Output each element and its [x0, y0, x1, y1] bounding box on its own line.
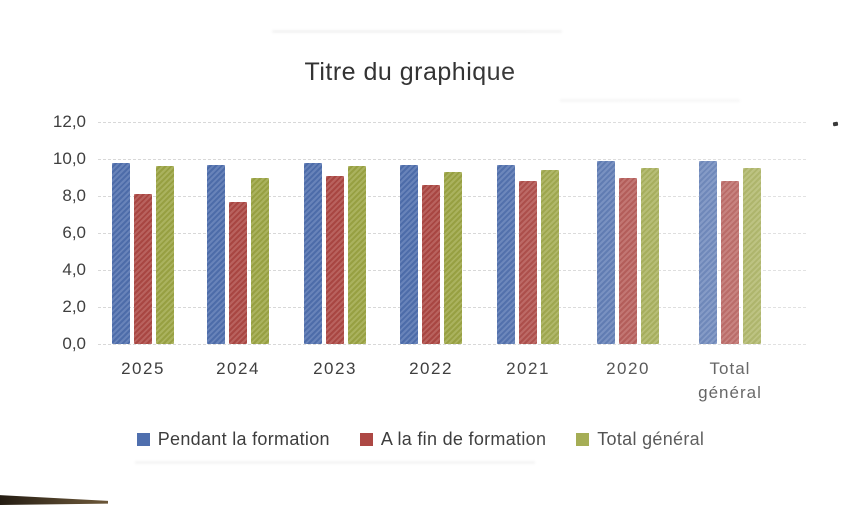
- legend-item: Pendant la formation: [136, 429, 330, 450]
- x-axis-label: Total général: [698, 359, 762, 402]
- scan-smudge: [272, 30, 562, 33]
- y-axis-label: 10,0: [52, 149, 86, 168]
- bar: [156, 166, 174, 344]
- bar: [619, 177, 637, 344]
- bar: [326, 175, 344, 344]
- bar: [304, 162, 322, 344]
- bar: [229, 201, 247, 344]
- gridline: [98, 122, 806, 123]
- gridline: [98, 344, 806, 345]
- paper-edge-artifact: [0, 495, 108, 505]
- y-axis-label: 6,0: [62, 223, 86, 242]
- bar: [721, 181, 739, 344]
- legend-item: Total général: [576, 429, 704, 450]
- gridline: [98, 159, 806, 160]
- legend-swatch-icon: [359, 433, 373, 446]
- x-axis-label: 2020: [606, 359, 650, 378]
- bar: [641, 168, 659, 344]
- legend-label: Total général: [597, 429, 705, 449]
- bar: [251, 177, 269, 344]
- x-axis-label: 2022: [409, 359, 453, 378]
- chart-title: Titre du graphique: [304, 58, 516, 86]
- bar: [112, 162, 130, 344]
- bar: [134, 194, 152, 344]
- y-axis-label: 4,0: [62, 260, 86, 279]
- x-axis-label: 2024: [216, 359, 260, 378]
- x-axis-label: 2021: [506, 359, 550, 378]
- y-axis-label: 12,0: [52, 112, 86, 131]
- scan-smudge: [135, 461, 535, 464]
- legend-label: A la fin de formation: [380, 429, 547, 449]
- y-axis-label: 2,0: [62, 297, 86, 316]
- bar: [207, 164, 225, 344]
- legend-swatch-icon: [136, 433, 150, 446]
- bar: [400, 164, 418, 344]
- y-axis-label: 0,0: [62, 334, 86, 353]
- bar: [699, 160, 717, 344]
- legend-swatch-icon: [576, 433, 590, 446]
- x-axis-label: 2023: [313, 359, 357, 378]
- bar: [541, 170, 559, 344]
- x-axis-label: 2025: [121, 359, 165, 378]
- legend: Pendant la formation A la fin de formatio…: [0, 429, 841, 450]
- scan-speck: [832, 121, 839, 127]
- bar: [519, 181, 537, 344]
- bar: [348, 166, 366, 344]
- bar: [497, 164, 515, 344]
- bar: [444, 171, 462, 344]
- y-axis-label: 8,0: [62, 186, 86, 205]
- scan-smudge: [560, 99, 740, 102]
- bar: [597, 160, 615, 344]
- bar: [422, 184, 440, 344]
- legend-item: A la fin de formation: [359, 429, 547, 450]
- legend-label: Pendant la formation: [157, 429, 330, 449]
- bar: [743, 168, 761, 344]
